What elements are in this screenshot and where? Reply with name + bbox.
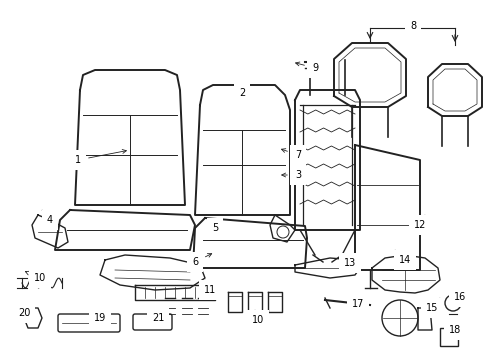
Bar xyxy=(439,328,457,346)
Text: 11: 11 xyxy=(203,280,216,295)
Text: 12: 12 xyxy=(413,215,426,230)
Text: 21: 21 xyxy=(151,313,164,323)
Text: 6: 6 xyxy=(192,254,211,267)
Text: 15: 15 xyxy=(425,298,439,313)
Text: 14: 14 xyxy=(394,250,410,265)
Text: 20: 20 xyxy=(18,308,30,318)
Text: 5: 5 xyxy=(211,223,218,233)
Text: 1: 1 xyxy=(75,149,126,165)
Text: 13: 13 xyxy=(343,258,355,268)
Text: 16: 16 xyxy=(453,292,465,302)
Text: 17: 17 xyxy=(351,299,364,309)
Text: 4: 4 xyxy=(42,210,53,225)
Text: 10: 10 xyxy=(25,271,46,283)
Text: 10: 10 xyxy=(251,310,264,325)
Text: 9: 9 xyxy=(295,62,317,73)
Text: 19: 19 xyxy=(94,312,106,323)
Text: 2: 2 xyxy=(238,88,244,98)
Text: 18: 18 xyxy=(448,325,460,335)
Text: 7: 7 xyxy=(281,149,301,160)
Text: 8: 8 xyxy=(409,21,415,31)
Text: 3: 3 xyxy=(281,170,301,180)
